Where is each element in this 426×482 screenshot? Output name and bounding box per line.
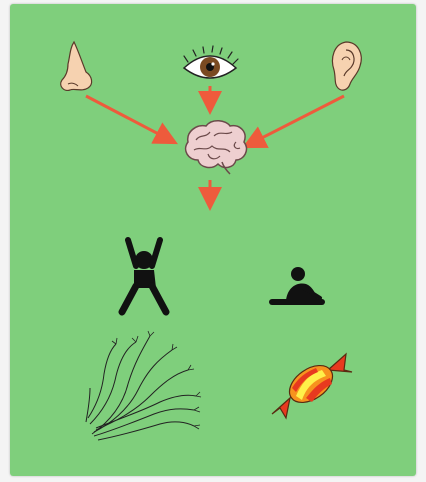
diagram-canvas xyxy=(10,4,416,476)
diagram-panel xyxy=(10,4,416,476)
